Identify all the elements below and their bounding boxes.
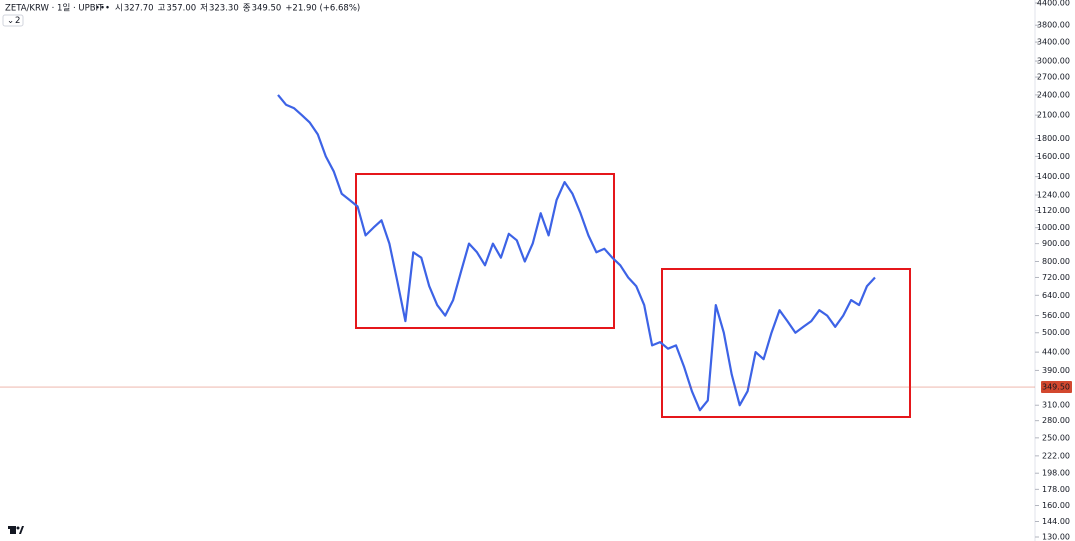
y-tick-label: 1120.00 [1037,206,1070,215]
more[interactable]: ••• [95,4,110,14]
ohlc-label: 종 [243,4,251,14]
y-tick-label: 1400.00 [1037,172,1070,181]
logo[interactable] [8,526,24,534]
y-tick-label: 640.00 [1042,291,1070,300]
price-label: 349.50 [1042,383,1070,392]
y-tick-label: 250.00 [1042,433,1070,442]
y-tick-label: 1600.00 [1037,152,1070,161]
y-tick-label: 1000.00 [1037,223,1070,232]
y-tick-label: 144.00 [1042,517,1070,526]
y-tick-label: 2700.00 [1037,73,1070,82]
ohlc-value: 323.30 [209,4,239,14]
ohlc-label: 고 [158,4,166,14]
y-tick-label: 4400.00 [1037,0,1070,8]
y-tick-label: 560.00 [1042,311,1070,320]
indicator-toggle[interactable] [2,14,24,27]
y-tick-label: 2400.00 [1037,90,1070,99]
y-tick-label: 222.00 [1042,451,1070,460]
y-tick-label: 3800.00 [1037,21,1070,30]
chevron: ⌄ [7,16,14,26]
y-tick-label: 800.00 [1042,257,1070,266]
y-tick-label: 900.00 [1042,239,1070,248]
y-tick-label: 1240.00 [1037,191,1070,200]
symbol: ZETA/KRW · 1일 · UPBIT [5,4,104,14]
y-tick-label: 198.00 [1042,469,1070,478]
ohlc-value: 357.00 [166,4,196,14]
indicator-count: 2 [15,16,20,26]
y-tick-label: 1800.00 [1037,134,1070,143]
y-tick-label: 160.00 [1042,501,1070,510]
y-tick-label: 130.00 [1042,533,1070,541]
ohlc-value: 349.50 [252,4,282,14]
y-tick-label: 720.00 [1042,273,1070,282]
y-tick-label: 3400.00 [1037,38,1070,47]
ohlc-value: 327.70 [124,4,154,14]
annotation-box [661,268,911,418]
y-tick-label: 280.00 [1042,416,1070,425]
y-tick-label: 178.00 [1042,485,1070,494]
annotation-box [355,173,615,329]
y-tick-label: 500.00 [1042,328,1070,337]
y-tick-label: 390.00 [1042,366,1070,375]
y-tick-label: 440.00 [1042,348,1070,357]
ohlc-label: 저 [200,4,208,14]
price-line [277,94,876,412]
y-tick-label: 3000.00 [1037,57,1070,66]
ohlc: 시 327.70 고 357.00 저 323.30 종 349.50 +21.90 (+6.6… [115,4,360,14]
change: +21.90 (+6.68%) [285,4,360,14]
y-tick-label: 310.00 [1042,401,1070,410]
price-label-bg [1041,381,1072,394]
y-tick-label: 2100.00 [1037,111,1070,120]
ohlc-label: 시 [115,4,123,14]
